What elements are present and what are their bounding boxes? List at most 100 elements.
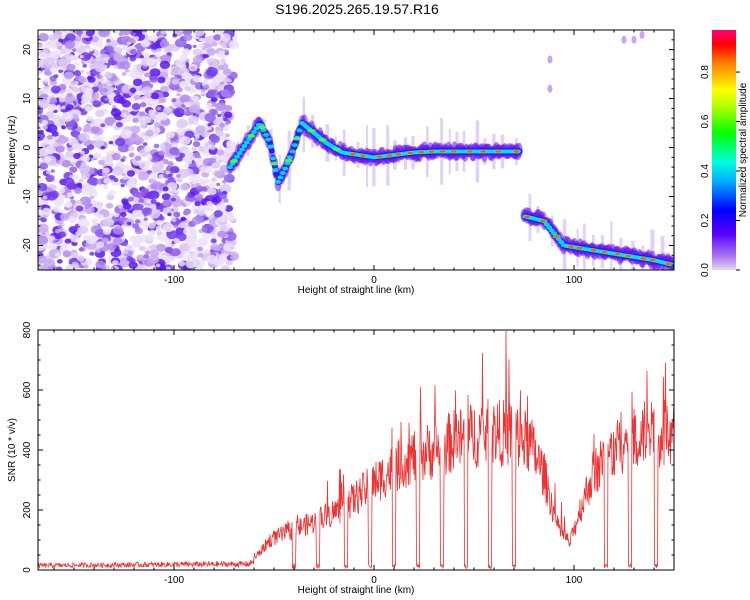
noise-blob [203,249,210,254]
noise-blob [147,222,156,229]
noise-blob [185,236,197,246]
noise-blob [179,136,191,146]
y-tick-label: 800 [22,321,33,338]
noise-blob [113,65,119,69]
noise-blob [223,242,235,252]
noise-blob [49,67,58,74]
noise-blob [226,141,238,151]
noise-blob [207,58,219,67]
ridge-core [268,147,275,154]
noise-blob [145,191,156,200]
noise-blob [211,41,218,47]
spectrogram-y-ticks: -20 -10 0 10 20 [22,29,674,266]
noise-blob [55,145,65,153]
noise-blob [204,178,211,184]
noise-blob [173,238,181,244]
noise-blob [69,55,77,61]
noise-blob [99,75,104,79]
noise-blob [110,108,122,117]
noise-blob [193,208,200,215]
ridge-max [407,151,414,155]
spectrogram-x-label: Height of straight line (km) [298,285,415,296]
noise-blob [137,171,150,181]
noise-blob [85,30,95,37]
noise-blob [167,161,174,167]
noise-blob [61,160,71,168]
x-tick-label: 0 [371,275,377,286]
noise-blob [164,142,170,147]
noise-blob [40,217,47,223]
noise-blob [82,64,87,68]
noise-blob [160,85,169,93]
noise-blob [164,238,171,244]
noise-blob [115,161,124,168]
noise-blob [200,88,206,93]
stray-signal [621,35,627,44]
noise-blob [176,92,181,97]
noise-blob [104,97,109,101]
noise-blob [192,55,202,63]
noise-blob [113,53,124,62]
noise-blob [212,73,225,83]
noise-blob [176,118,188,129]
noise-blob [129,68,135,74]
noise-blob [68,216,77,224]
noise-blob [129,73,135,78]
noise-blob [198,238,206,245]
noise-blob [148,109,155,115]
noise-blob [200,166,208,172]
noise-blob [92,100,102,108]
noise-blob [136,254,145,262]
noise-blob [78,226,89,234]
noise-blob [181,72,191,80]
noise-blob [181,48,191,56]
ridge-hotspot [258,125,267,130]
noise-blob [182,33,193,41]
noise-blob [198,188,203,192]
noise-blob [38,182,48,192]
noise-blob [64,201,73,208]
noise-blob [203,216,209,221]
noise-blob [139,132,145,138]
noise-blob [220,265,230,270]
noise-blob [170,65,183,76]
y-tick-label: 20 [22,44,33,56]
noise-blob [212,195,222,204]
noise-blob [86,116,94,122]
noise-blob [155,201,161,207]
noise-blob [87,177,99,187]
noise-blob [119,60,131,70]
noise-blob [93,83,98,87]
noise-blob [111,166,124,176]
noise-blob [138,245,146,251]
noise-blob [224,231,237,242]
noise-blob [192,48,202,56]
ridge-peak [543,222,550,227]
noise-blob [224,51,229,56]
ridge-peak [289,149,296,154]
noise-blob [159,60,171,70]
noise-blob [43,78,49,83]
spectral-streak [672,237,674,270]
noise-blob [93,152,102,159]
noise-blob [156,219,164,226]
noise-blob [38,176,43,183]
noise-blob [103,177,112,184]
noise-blob [38,235,49,245]
noise-blob [143,254,150,259]
noise-blob [145,250,151,255]
spectrogram-frame [37,29,675,271]
noise-blob [217,50,227,59]
noise-blob [95,249,101,254]
noise-blob [73,152,81,159]
noise-blob [132,190,141,198]
noise-blob [115,137,126,147]
noise-blob [192,141,201,148]
stray-signal [631,35,637,44]
noise-blob [198,43,205,48]
y-tick-label: -20 [22,238,33,253]
noise-blob [80,172,91,180]
noise-blob [83,264,89,269]
noise-blob [129,48,137,55]
